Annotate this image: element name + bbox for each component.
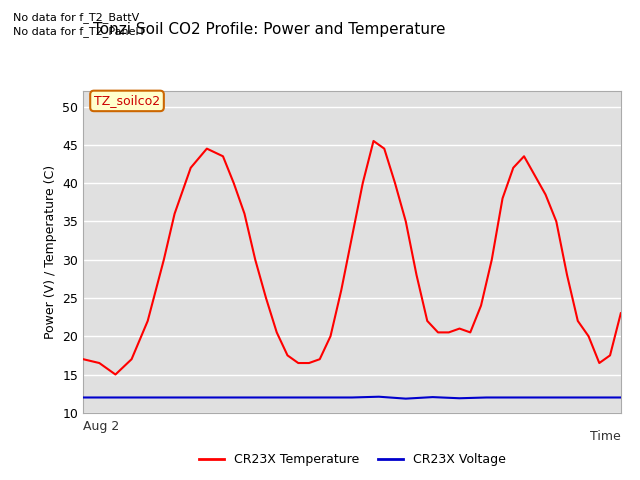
Legend: CR23X Temperature, CR23X Voltage: CR23X Temperature, CR23X Voltage [193, 448, 511, 471]
Text: Tonzi Soil CO2 Profile: Power and Temperature: Tonzi Soil CO2 Profile: Power and Temper… [93, 22, 445, 36]
Text: Time: Time [590, 430, 621, 443]
Text: No data for f_T2_PanelT: No data for f_T2_PanelT [13, 26, 145, 37]
Text: No data for f_T2_BattV: No data for f_T2_BattV [13, 12, 139, 23]
Y-axis label: Power (V) / Temperature (C): Power (V) / Temperature (C) [44, 165, 57, 339]
Text: Aug 2: Aug 2 [83, 420, 120, 433]
Text: TZ_soilco2: TZ_soilco2 [94, 95, 160, 108]
